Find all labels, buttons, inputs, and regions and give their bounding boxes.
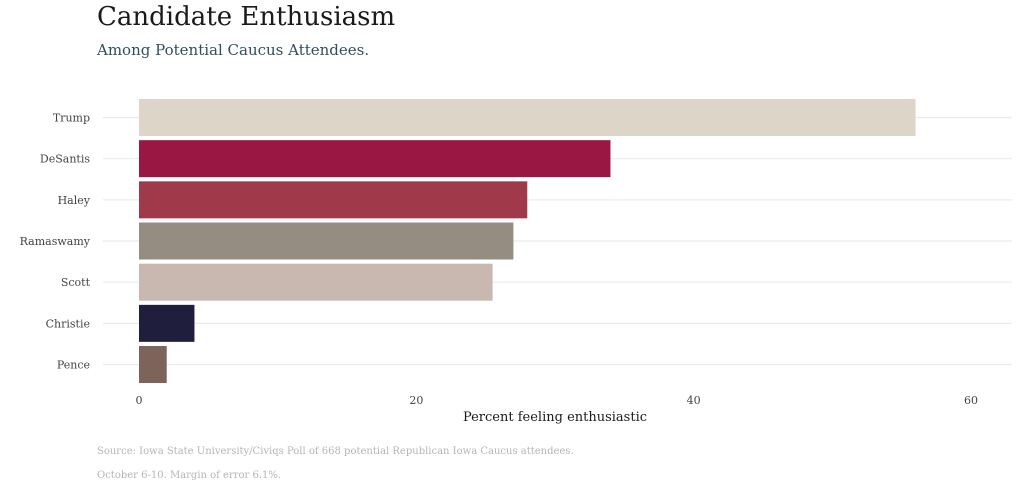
bar-christie xyxy=(139,304,195,342)
x-tick-60: 60 xyxy=(964,394,978,407)
x-axis-ticks: 0 20 40 60 xyxy=(136,394,979,407)
x-axis-title: Percent feeling enthusiastic xyxy=(463,410,647,425)
y-label-haley: Haley xyxy=(58,194,91,207)
bar-chart: Trump DeSantis Haley Ramaswamy Scott Christie… xyxy=(20,99,1012,425)
bar-pence xyxy=(139,346,167,384)
bar-haley xyxy=(139,181,528,219)
y-label-christie: Christie xyxy=(46,317,90,330)
y-label-desantis: DeSantis xyxy=(40,153,90,166)
y-label-ramaswamy: Ramaswamy xyxy=(20,235,91,248)
caption-line-source: Source: Iowa State University/Civiqs Pol… xyxy=(97,446,574,457)
bar-scott xyxy=(139,263,493,301)
x-tick-0: 0 xyxy=(136,394,143,407)
bar-trump xyxy=(139,99,916,136)
y-label-pence: Pence xyxy=(57,359,90,372)
chart-subtitle: Among Potential Caucus Attendees. xyxy=(97,41,370,59)
chart-caption: Source: Iowa State University/Civiqs Pol… xyxy=(97,434,574,482)
bar-desantis xyxy=(139,140,611,178)
bars xyxy=(139,99,916,384)
chart-title: Candidate Enthusiasm xyxy=(97,2,396,32)
caption-line-dates: October 6-10. Margin of error 6.1%. xyxy=(97,470,282,481)
x-tick-20: 20 xyxy=(409,394,423,407)
y-axis-labels: Trump DeSantis Haley Ramaswamy Scott Christie… xyxy=(20,112,91,372)
x-tick-40: 40 xyxy=(687,394,701,407)
bar-ramaswamy xyxy=(139,222,514,260)
y-label-trump: Trump xyxy=(53,112,90,125)
y-label-scott: Scott xyxy=(61,276,91,289)
